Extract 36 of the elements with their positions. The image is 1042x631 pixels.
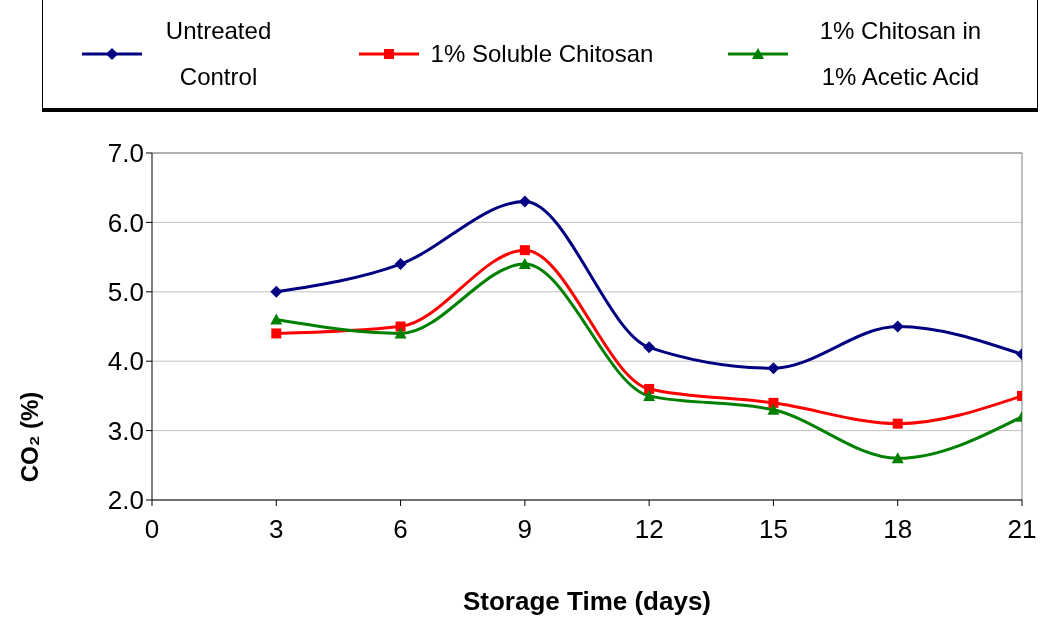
point xyxy=(271,328,282,339)
point xyxy=(892,418,903,429)
x-tick-label: 18 xyxy=(883,514,913,545)
y-tick-label: 5.0 xyxy=(107,277,144,308)
point xyxy=(518,258,531,270)
x-tick-label: 0 xyxy=(144,514,160,545)
x-axis-title: Storage Time (days) xyxy=(461,586,712,617)
y-tick-label: 4.0 xyxy=(107,346,144,377)
point xyxy=(518,195,531,208)
point xyxy=(270,285,283,298)
legend-label: 1% Chitosan in 1% Acetic Acid xyxy=(818,16,983,92)
x-tick-label: 15 xyxy=(758,514,788,545)
x-tick-label: 21 xyxy=(1007,514,1037,545)
legend-label: 1% Soluble Chitosan xyxy=(430,39,654,69)
y-tick-label: 7.0 xyxy=(107,138,144,169)
point xyxy=(394,258,407,271)
point xyxy=(644,383,655,394)
point xyxy=(767,403,780,415)
x-tick-label: 3 xyxy=(269,514,284,545)
y-tick-label: 3.0 xyxy=(107,415,144,446)
point xyxy=(519,245,530,256)
point xyxy=(643,389,656,401)
point xyxy=(270,313,283,325)
x-tick-label: 6 xyxy=(393,514,408,545)
point xyxy=(767,362,780,375)
point xyxy=(768,397,779,408)
point xyxy=(891,320,904,333)
y-axis-title: CO₂ (%) xyxy=(16,391,43,483)
point xyxy=(394,327,407,339)
x-tick-label: 9 xyxy=(517,514,533,545)
y-tick-label: 6.0 xyxy=(107,207,144,238)
y-tick-label: 2.0 xyxy=(107,485,144,516)
point xyxy=(891,452,904,464)
point xyxy=(643,341,656,354)
x-tick-label: 12 xyxy=(634,514,664,545)
legend-label: Untreated Control xyxy=(164,16,273,92)
